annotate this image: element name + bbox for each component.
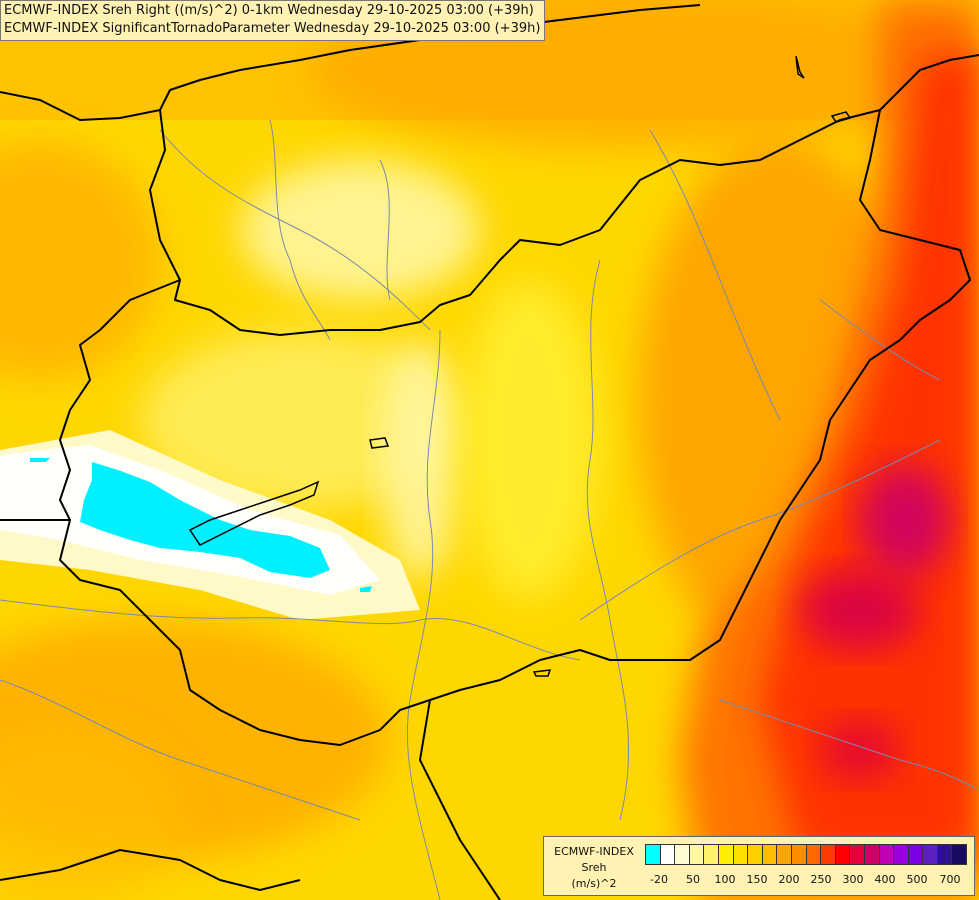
legend-tick-label: 250 <box>810 873 832 886</box>
legend-unit: (m/s)^2 <box>571 877 617 890</box>
legend-source: ECMWF-INDEX <box>554 845 634 858</box>
legend-swatch <box>776 844 792 865</box>
legend-tick-label: 150 <box>746 873 768 886</box>
legend-tick-label: 100 <box>714 873 736 886</box>
legend-swatch <box>922 844 938 865</box>
legend-tick-label: 200 <box>778 873 800 886</box>
legend-swatch <box>659 844 676 865</box>
title-sreh: ECMWF-INDEX Sreh Right ((m/s)^2) 0-1km W… <box>4 3 534 18</box>
legend-tick-label: 300 <box>842 873 864 886</box>
legend-swatch <box>717 844 734 865</box>
color-legend: ECMWF-INDEX Sreh (m/s)^2 -20 50 100 150 200 2… <box>543 836 975 896</box>
legend-swatch <box>863 844 880 865</box>
legend-tick-label: 50 <box>686 873 700 886</box>
legend-swatch <box>849 844 865 865</box>
legend-swatch <box>820 844 836 865</box>
legend-tick-label: 400 <box>874 873 896 886</box>
legend-swatch <box>761 844 778 865</box>
legend-swatch <box>703 844 719 865</box>
legend-swatches <box>645 844 968 865</box>
legend-swatch <box>936 844 953 865</box>
legend-swatch <box>674 844 690 865</box>
legend-swatch <box>805 844 822 865</box>
legend-swatch <box>645 844 661 865</box>
lake-outlines <box>188 55 852 677</box>
negative-sreh-patch <box>80 462 330 578</box>
legend-swatch <box>732 844 749 865</box>
title-stp: ECMWF-INDEX SignificantTornadoParameter … <box>4 21 541 36</box>
rivers <box>0 119 979 900</box>
legend-swatch <box>907 844 924 865</box>
map-title-box: ECMWF-INDEX Sreh Right ((m/s)^2) 0-1km W… <box>0 0 546 41</box>
legend-swatch <box>688 844 705 865</box>
legend-swatch <box>878 844 895 865</box>
legend-swatch <box>747 844 763 865</box>
legend-tick-label: 700 <box>939 873 961 886</box>
legend-tick-label: -20 <box>650 873 668 886</box>
legend-swatch <box>790 844 807 865</box>
legend-swatch <box>951 844 968 865</box>
legend-tick-label: 500 <box>906 873 928 886</box>
legend-swatch <box>893 844 909 865</box>
legend-ticks: -20 50 100 150 200 250 300 400 500 700 <box>645 873 975 889</box>
legend-swatch <box>834 844 851 865</box>
legend-parameter: Sreh <box>581 861 607 874</box>
country-borders <box>0 4 979 900</box>
